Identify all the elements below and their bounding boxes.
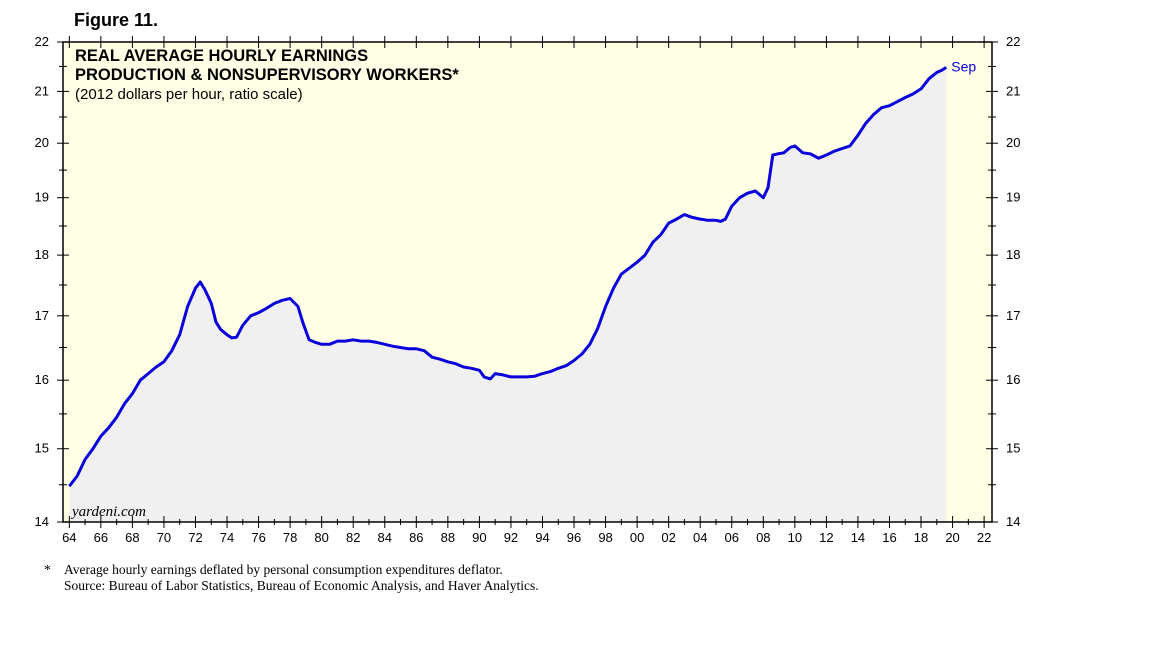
x-tick-label: 14 (851, 530, 865, 545)
x-tick-label: 82 (346, 530, 360, 545)
x-tick-label: 06 (725, 530, 739, 545)
y-tick-label-right: 21 (1006, 83, 1020, 98)
chart-subtitle: (2012 dollars per hour, ratio scale) (75, 86, 303, 103)
footnote-source: Source: Bureau of Labor Statistics, Bure… (64, 578, 539, 593)
x-tick-label: 64 (62, 530, 76, 545)
x-axis-labels: 64 66 68 70 72 74 76 78 80 82 84 86 88 90 92 94 96 98 00 02… (62, 530, 991, 545)
x-tick-label: 94 (535, 530, 549, 545)
y-tick-label-right: 19 (1006, 190, 1020, 205)
x-tick-label: 92 (504, 530, 518, 545)
y-tick-label-left: 20 (35, 135, 49, 150)
y-tick-label-left: 22 (35, 34, 49, 49)
x-tick-label: 70 (157, 530, 171, 545)
x-tick-label: 98 (598, 530, 612, 545)
plot-background-tail (946, 42, 992, 522)
footnote-marker: * (44, 562, 51, 577)
y-tick-label-right: 15 (1006, 441, 1020, 456)
y-axis-left-labels: 14 15 16 17 18 19 20 21 22 (35, 34, 49, 529)
x-tick-label: 78 (283, 530, 297, 545)
y-axis-right-labels: 14 15 16 17 18 19 20 21 22 (1006, 34, 1020, 529)
y-tick-label-left: 15 (35, 441, 49, 456)
y-tick-label-right: 16 (1006, 372, 1020, 387)
x-tick-label: 96 (567, 530, 581, 545)
x-tick-label: 20 (945, 530, 959, 545)
x-tick-label: 66 (94, 530, 108, 545)
chart-title-line-2: PRODUCTION & NONSUPERVISORY WORKERS* (75, 66, 459, 84)
x-tick-label: 84 (378, 530, 392, 545)
end-label: Sep (951, 58, 976, 74)
x-tick-label: 74 (220, 530, 234, 545)
watermark: yardeni.com (70, 504, 146, 520)
chart-title: REAL AVERAGE HOURLY EARNINGS (75, 47, 368, 65)
area-fill (69, 67, 947, 523)
x-tick-label: 02 (661, 530, 675, 545)
y-tick-label-right: 14 (1006, 514, 1020, 529)
y-tick-label-left: 21 (35, 83, 49, 98)
x-tick-label: 04 (693, 530, 707, 545)
y-tick-label-left: 16 (35, 372, 49, 387)
y-tick-label-left: 14 (35, 514, 49, 529)
plot-frame (62, 41, 993, 523)
y-tick-label-left: 17 (35, 308, 49, 323)
x-tick-label: 00 (630, 530, 644, 545)
x-tick-label: 08 (756, 530, 770, 545)
x-tick-label: 10 (788, 530, 802, 545)
footnote-text: Average hourly earnings deflated by pers… (64, 562, 503, 577)
figure-label: Figure 11. (74, 10, 159, 30)
x-tick-label: 80 (314, 530, 328, 545)
x-tick-label: 12 (819, 530, 833, 545)
x-tick-label: 90 (472, 530, 486, 545)
x-tick-label: 18 (914, 530, 928, 545)
y-tick-label-right: 18 (1006, 247, 1020, 262)
x-tick-label: 72 (188, 530, 202, 545)
x-tick-label: 16 (882, 530, 896, 545)
x-tick-label: 22 (977, 530, 991, 545)
series-line (68, 66, 948, 488)
x-tick-label: 68 (125, 530, 139, 545)
y-tick-label-right: 22 (1006, 34, 1020, 49)
x-tick-label: 76 (251, 530, 265, 545)
y-tick-label-right: 20 (1006, 135, 1020, 150)
y-tick-label-right: 17 (1006, 308, 1020, 323)
chart: REAL AVERAGE HOURLY EARNINGS PRODUCTION … (35, 34, 1021, 545)
x-tick-label: 88 (441, 530, 455, 545)
y-tick-label-left: 18 (35, 247, 49, 262)
y-tick-label-left: 19 (35, 190, 49, 205)
footnote: * Average hourly earnings deflated by per… (44, 562, 539, 594)
x-tick-label: 86 (409, 530, 423, 545)
